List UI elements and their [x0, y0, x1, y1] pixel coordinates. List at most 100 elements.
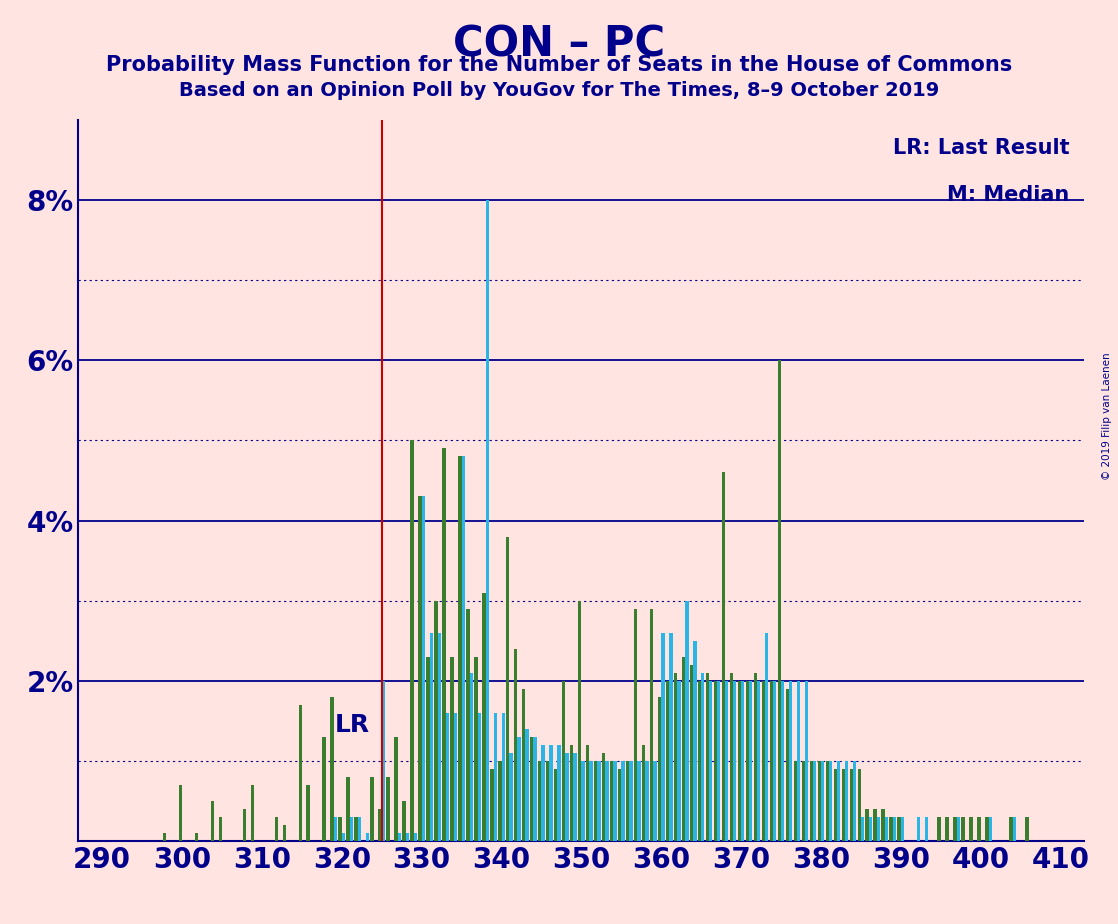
Bar	[749, 681, 752, 841]
Bar	[574, 753, 577, 841]
Bar	[690, 664, 693, 841]
Bar	[398, 833, 401, 841]
Bar	[558, 745, 561, 841]
Bar	[825, 760, 828, 841]
Bar	[347, 777, 350, 841]
Bar	[378, 808, 381, 841]
Bar	[179, 784, 182, 841]
Bar	[794, 760, 797, 841]
Bar	[410, 441, 414, 841]
Bar	[778, 360, 781, 841]
Bar	[426, 657, 429, 841]
Bar	[730, 673, 733, 841]
Bar	[518, 736, 521, 841]
Bar	[850, 769, 853, 841]
Bar	[493, 712, 496, 841]
Bar	[586, 745, 589, 841]
Bar	[917, 817, 920, 841]
Bar	[685, 601, 689, 841]
Bar	[502, 712, 505, 841]
Bar	[670, 633, 673, 841]
Bar	[765, 633, 768, 841]
Bar	[726, 681, 729, 841]
Bar	[1010, 817, 1013, 841]
Bar	[884, 817, 888, 841]
Bar	[789, 681, 793, 841]
Bar	[961, 817, 965, 841]
Bar	[805, 681, 808, 841]
Bar	[845, 760, 849, 841]
Bar	[342, 833, 345, 841]
Text: M: Median: M: Median	[947, 185, 1070, 205]
Bar	[443, 448, 446, 841]
Bar	[842, 769, 845, 841]
Bar	[339, 817, 342, 841]
Bar	[437, 633, 440, 841]
Bar	[761, 681, 765, 841]
Bar	[522, 688, 525, 841]
Bar	[546, 760, 549, 841]
Bar	[746, 681, 749, 841]
Bar	[817, 760, 821, 841]
Bar	[858, 769, 861, 841]
Bar	[837, 760, 841, 841]
Bar	[210, 801, 214, 841]
Bar	[853, 760, 856, 841]
Bar	[713, 681, 717, 841]
Bar	[477, 712, 481, 841]
Bar	[387, 777, 390, 841]
Bar	[693, 640, 697, 841]
Bar	[610, 760, 614, 841]
Bar	[1025, 817, 1029, 841]
Text: CON – PC: CON – PC	[453, 23, 665, 65]
Bar	[370, 777, 373, 841]
Bar	[506, 537, 510, 841]
Bar	[418, 496, 421, 841]
Bar	[458, 456, 462, 841]
Bar	[490, 769, 493, 841]
Bar	[421, 496, 425, 841]
Bar	[985, 817, 988, 841]
Bar	[626, 760, 629, 841]
Bar	[594, 760, 597, 841]
Bar	[406, 833, 409, 841]
Bar	[869, 817, 872, 841]
Bar	[861, 817, 864, 841]
Bar	[618, 769, 622, 841]
Bar	[306, 784, 310, 841]
Bar	[653, 760, 656, 841]
Bar	[219, 817, 222, 841]
Bar	[163, 833, 167, 841]
Bar	[562, 681, 566, 841]
Bar	[813, 760, 816, 841]
Bar	[705, 673, 709, 841]
Bar	[395, 736, 398, 841]
Bar	[462, 456, 465, 841]
Bar	[828, 760, 832, 841]
Bar	[637, 760, 641, 841]
Bar	[709, 681, 712, 841]
Bar	[786, 688, 789, 841]
Bar	[674, 673, 678, 841]
Bar	[605, 760, 608, 841]
Bar	[1013, 817, 1016, 841]
Bar	[250, 784, 254, 841]
Bar	[533, 736, 537, 841]
Bar	[334, 817, 338, 841]
Bar	[358, 817, 361, 841]
Bar	[701, 673, 704, 841]
Bar	[283, 825, 286, 841]
Bar	[470, 673, 473, 841]
Bar	[614, 760, 617, 841]
Bar	[350, 817, 353, 841]
Bar	[925, 817, 928, 841]
Text: LR: Last Result: LR: Last Result	[893, 139, 1070, 158]
Bar	[877, 817, 880, 841]
Bar	[769, 681, 773, 841]
Bar	[525, 729, 529, 841]
Bar	[722, 472, 726, 841]
Bar	[834, 769, 837, 841]
Bar	[698, 681, 701, 841]
Bar	[549, 745, 552, 841]
Bar	[881, 808, 884, 841]
